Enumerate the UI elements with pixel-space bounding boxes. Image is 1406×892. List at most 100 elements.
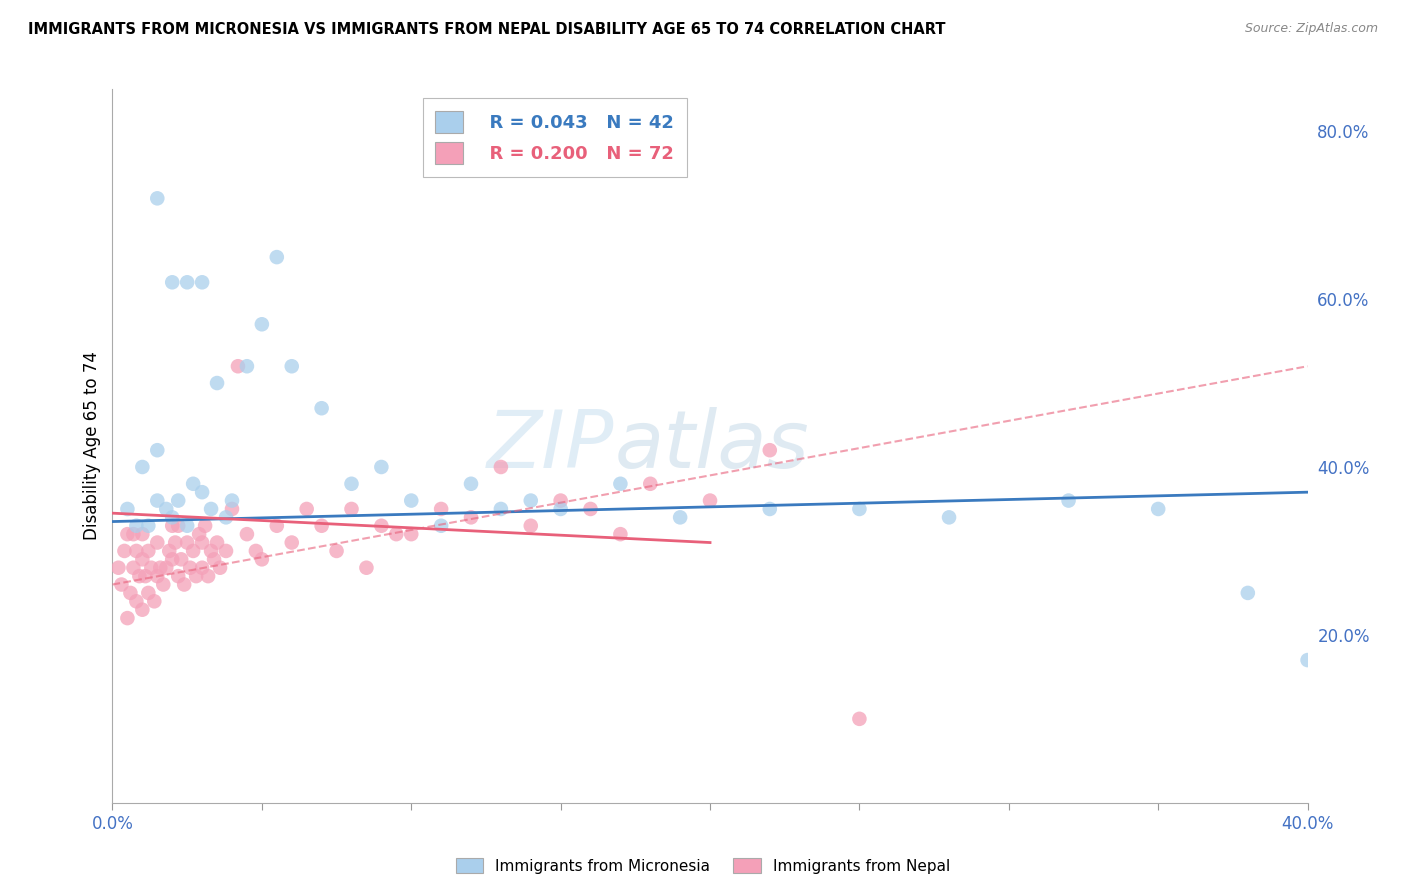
Point: [131, 527, 153, 541]
Point: [138, 518, 160, 533]
Point: [200, 502, 222, 516]
Point: [460, 510, 482, 524]
Text: atlas: atlas: [614, 407, 810, 485]
Point: [215, 544, 238, 558]
Point: [209, 560, 232, 574]
Point: [311, 401, 333, 416]
Point: [460, 476, 482, 491]
Point: [173, 577, 195, 591]
Point: [191, 560, 214, 574]
Point: [167, 518, 190, 533]
Point: [1147, 502, 1170, 516]
Point: [520, 518, 543, 533]
Text: IMMIGRANTS FROM MICRONESIA VS IMMIGRANTS FROM NEPAL DISABILITY AGE 65 TO 74 CORR: IMMIGRANTS FROM MICRONESIA VS IMMIGRANTS…: [28, 22, 946, 37]
Point: [1296, 653, 1319, 667]
Point: [401, 527, 423, 541]
Point: [128, 569, 150, 583]
Point: [236, 527, 259, 541]
Point: [146, 535, 169, 549]
Point: [146, 443, 169, 458]
Point: [146, 493, 169, 508]
Point: [162, 552, 183, 566]
Point: [325, 544, 347, 558]
Point: [138, 544, 160, 558]
Point: [146, 569, 169, 583]
Point: [848, 712, 870, 726]
Point: [281, 535, 304, 549]
Point: [170, 552, 193, 566]
Point: [155, 560, 177, 574]
Point: [191, 275, 214, 289]
Point: [117, 502, 139, 516]
Point: [131, 552, 153, 566]
Point: [122, 560, 145, 574]
Point: [167, 569, 190, 583]
Point: [250, 552, 273, 566]
Point: [215, 510, 238, 524]
Point: [489, 502, 512, 516]
Point: [155, 502, 177, 516]
Point: [340, 476, 363, 491]
Point: [236, 359, 259, 374]
Point: [579, 502, 602, 516]
Point: [138, 586, 160, 600]
Point: [162, 275, 183, 289]
Point: [202, 552, 225, 566]
Point: [117, 527, 139, 541]
Point: [205, 376, 228, 390]
Legend: Immigrants from Micronesia, Immigrants from Nepal: Immigrants from Micronesia, Immigrants f…: [450, 852, 956, 880]
Point: [165, 535, 187, 549]
Point: [1057, 493, 1080, 508]
Point: [162, 518, 183, 533]
Point: [176, 535, 198, 549]
Point: [131, 460, 153, 475]
Point: [194, 518, 217, 533]
Point: [340, 502, 363, 516]
Point: [311, 518, 333, 533]
Point: [134, 569, 156, 583]
Point: [385, 527, 408, 541]
Point: [1237, 586, 1260, 600]
Point: [114, 544, 135, 558]
Point: [401, 493, 423, 508]
Point: [117, 611, 139, 625]
Point: [759, 502, 782, 516]
Point: [181, 544, 204, 558]
Point: [609, 527, 631, 541]
Point: [191, 485, 214, 500]
Point: [266, 518, 288, 533]
Point: [157, 544, 180, 558]
Point: [699, 493, 721, 508]
Point: [759, 443, 782, 458]
Point: [146, 191, 169, 205]
Point: [167, 493, 190, 508]
Point: [550, 493, 572, 508]
Point: [848, 502, 870, 516]
Point: [266, 250, 288, 264]
Point: [938, 510, 960, 524]
Point: [370, 460, 392, 475]
Point: [205, 535, 228, 549]
Point: [245, 544, 267, 558]
Point: [221, 493, 243, 508]
Point: [181, 476, 204, 491]
Point: [176, 275, 198, 289]
Point: [520, 493, 543, 508]
Point: [430, 502, 453, 516]
Point: [550, 502, 572, 516]
Point: [197, 569, 219, 583]
Point: [370, 518, 392, 533]
Point: [149, 560, 172, 574]
Y-axis label: Disability Age 65 to 74: Disability Age 65 to 74: [83, 351, 101, 541]
Point: [131, 603, 153, 617]
Point: [191, 535, 214, 549]
Point: [226, 359, 249, 374]
Point: [186, 569, 208, 583]
Point: [110, 577, 132, 591]
Point: [221, 502, 243, 516]
Point: [356, 560, 378, 574]
Point: [295, 502, 318, 516]
Point: [122, 527, 145, 541]
Point: [125, 518, 148, 533]
Text: Source: ZipAtlas.com: Source: ZipAtlas.com: [1244, 22, 1378, 36]
